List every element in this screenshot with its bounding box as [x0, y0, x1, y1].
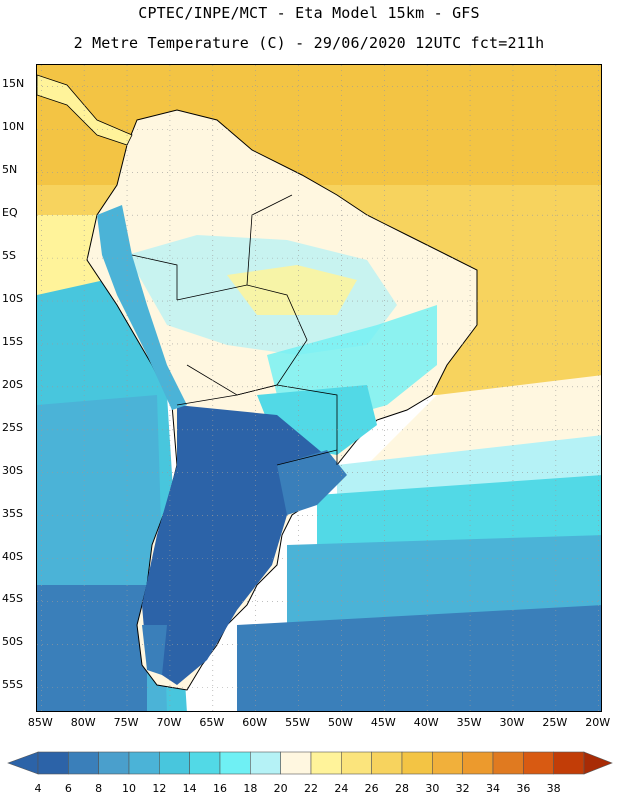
colorbar-segment [462, 751, 494, 775]
colorbar-level-label: 18 [243, 782, 258, 795]
colorbar-segment [37, 751, 69, 775]
colorbar-segment [492, 751, 524, 775]
colorbar-level-label: 30 [425, 782, 440, 795]
colorbar-segment [553, 751, 585, 775]
colorbar-level-label: 20 [273, 782, 288, 795]
colorbar-level-label: 38 [546, 782, 561, 795]
lat-tick-label: 15N [2, 77, 25, 91]
colorbar-level-label: 26 [364, 782, 379, 795]
colorbar-level-label: 16 [213, 782, 227, 795]
map-title: CPTEC/INPE/MCT - Eta Model 15km - GFS [138, 4, 480, 22]
colorbar-segment [280, 751, 312, 775]
colorbar-level-label: 36 [516, 782, 531, 795]
lon-tick-label: 40W [413, 716, 439, 729]
colorbar-segment [250, 751, 281, 775]
colorbar-level-label: 28 [395, 782, 409, 795]
ocean-pacific-warm [37, 215, 107, 295]
lat-tick-label: 40S [2, 549, 23, 563]
lon-tick-label: 75W [113, 716, 139, 729]
colorbar-segment [310, 751, 342, 775]
patagonia-coast [142, 625, 167, 675]
lat-tick-label: EQ [2, 206, 18, 220]
lon-tick-label: 35W [456, 716, 482, 729]
lon-tick-label: 60W [242, 716, 268, 729]
lon-tick-label: 55W [285, 716, 310, 729]
lon-tick-label: 70W [156, 716, 182, 729]
colorbar-underflow-arrow [7, 751, 39, 775]
colorbar-overflow-arrow [583, 751, 613, 775]
colorbar-level-label: 32 [455, 782, 470, 795]
colorbar [7, 751, 613, 775]
lon-tick-label: 30W [499, 716, 525, 729]
lon-tick-label: 80W [70, 716, 96, 729]
colorbar-level-label: 4 [34, 782, 42, 795]
lon-tick-label: 50W [328, 716, 353, 729]
lat-tick-label: 45S [2, 592, 23, 606]
temperature-map [36, 64, 602, 712]
lat-tick-label: 10N [2, 120, 25, 134]
uruguay-region [277, 450, 347, 515]
colorbar-segment [128, 751, 160, 775]
lon-tick-label: 20W [585, 716, 611, 729]
lat-tick-label: 5N [2, 163, 18, 177]
colorbar-level-label: 8 [95, 782, 103, 795]
colorbar-segment [159, 751, 190, 775]
lat-tick-label: 25S [2, 420, 23, 434]
colorbar-level-label: 12 [152, 782, 167, 795]
colorbar-level-label: 34 [486, 782, 500, 795]
lon-tick-label: 45W [370, 716, 396, 729]
ocean-far-south [237, 605, 601, 711]
colorbar-segment [98, 751, 130, 775]
ocean-pacific-south [37, 585, 147, 711]
lat-tick-label: 15S [2, 334, 23, 348]
colorbar-segment [401, 751, 433, 775]
lat-tick-label: 30S [2, 463, 23, 477]
colorbar-segment [189, 751, 221, 775]
colorbar-segment [432, 751, 463, 775]
andes-cold-strip [97, 205, 187, 410]
colorbar-segment [68, 751, 99, 775]
map-canvas [37, 65, 601, 711]
colorbar-segment [341, 751, 372, 775]
lon-tick-label: 65W [199, 716, 225, 729]
colorbar-level-label: 22 [304, 782, 318, 795]
interior-warm-band [227, 265, 357, 315]
lat-tick-label: 5S [2, 249, 16, 263]
colorbar-level-label: 6 [64, 782, 72, 795]
colorbar-level-label: 14 [182, 782, 197, 795]
lat-tick-label: 10S [2, 292, 23, 306]
lat-tick-label: 50S [2, 635, 23, 649]
map-subtitle: 2 Metre Temperature (C) - 29/06/2020 12U… [73, 34, 545, 52]
lat-tick-label: 20S [2, 377, 23, 391]
colorbar-level-label: 24 [334, 782, 349, 795]
colorbar-level-label: 10 [122, 782, 136, 795]
lat-tick-label: 55S [2, 678, 23, 692]
lat-tick-label: 35S [2, 506, 23, 520]
colorbar-segment [219, 751, 251, 775]
colorbar-segment [523, 751, 554, 775]
colorbar-segment [371, 751, 403, 775]
lon-tick-label: 25W [542, 716, 568, 729]
graticule [37, 65, 601, 711]
lon-tick-label: 85W [27, 716, 53, 729]
